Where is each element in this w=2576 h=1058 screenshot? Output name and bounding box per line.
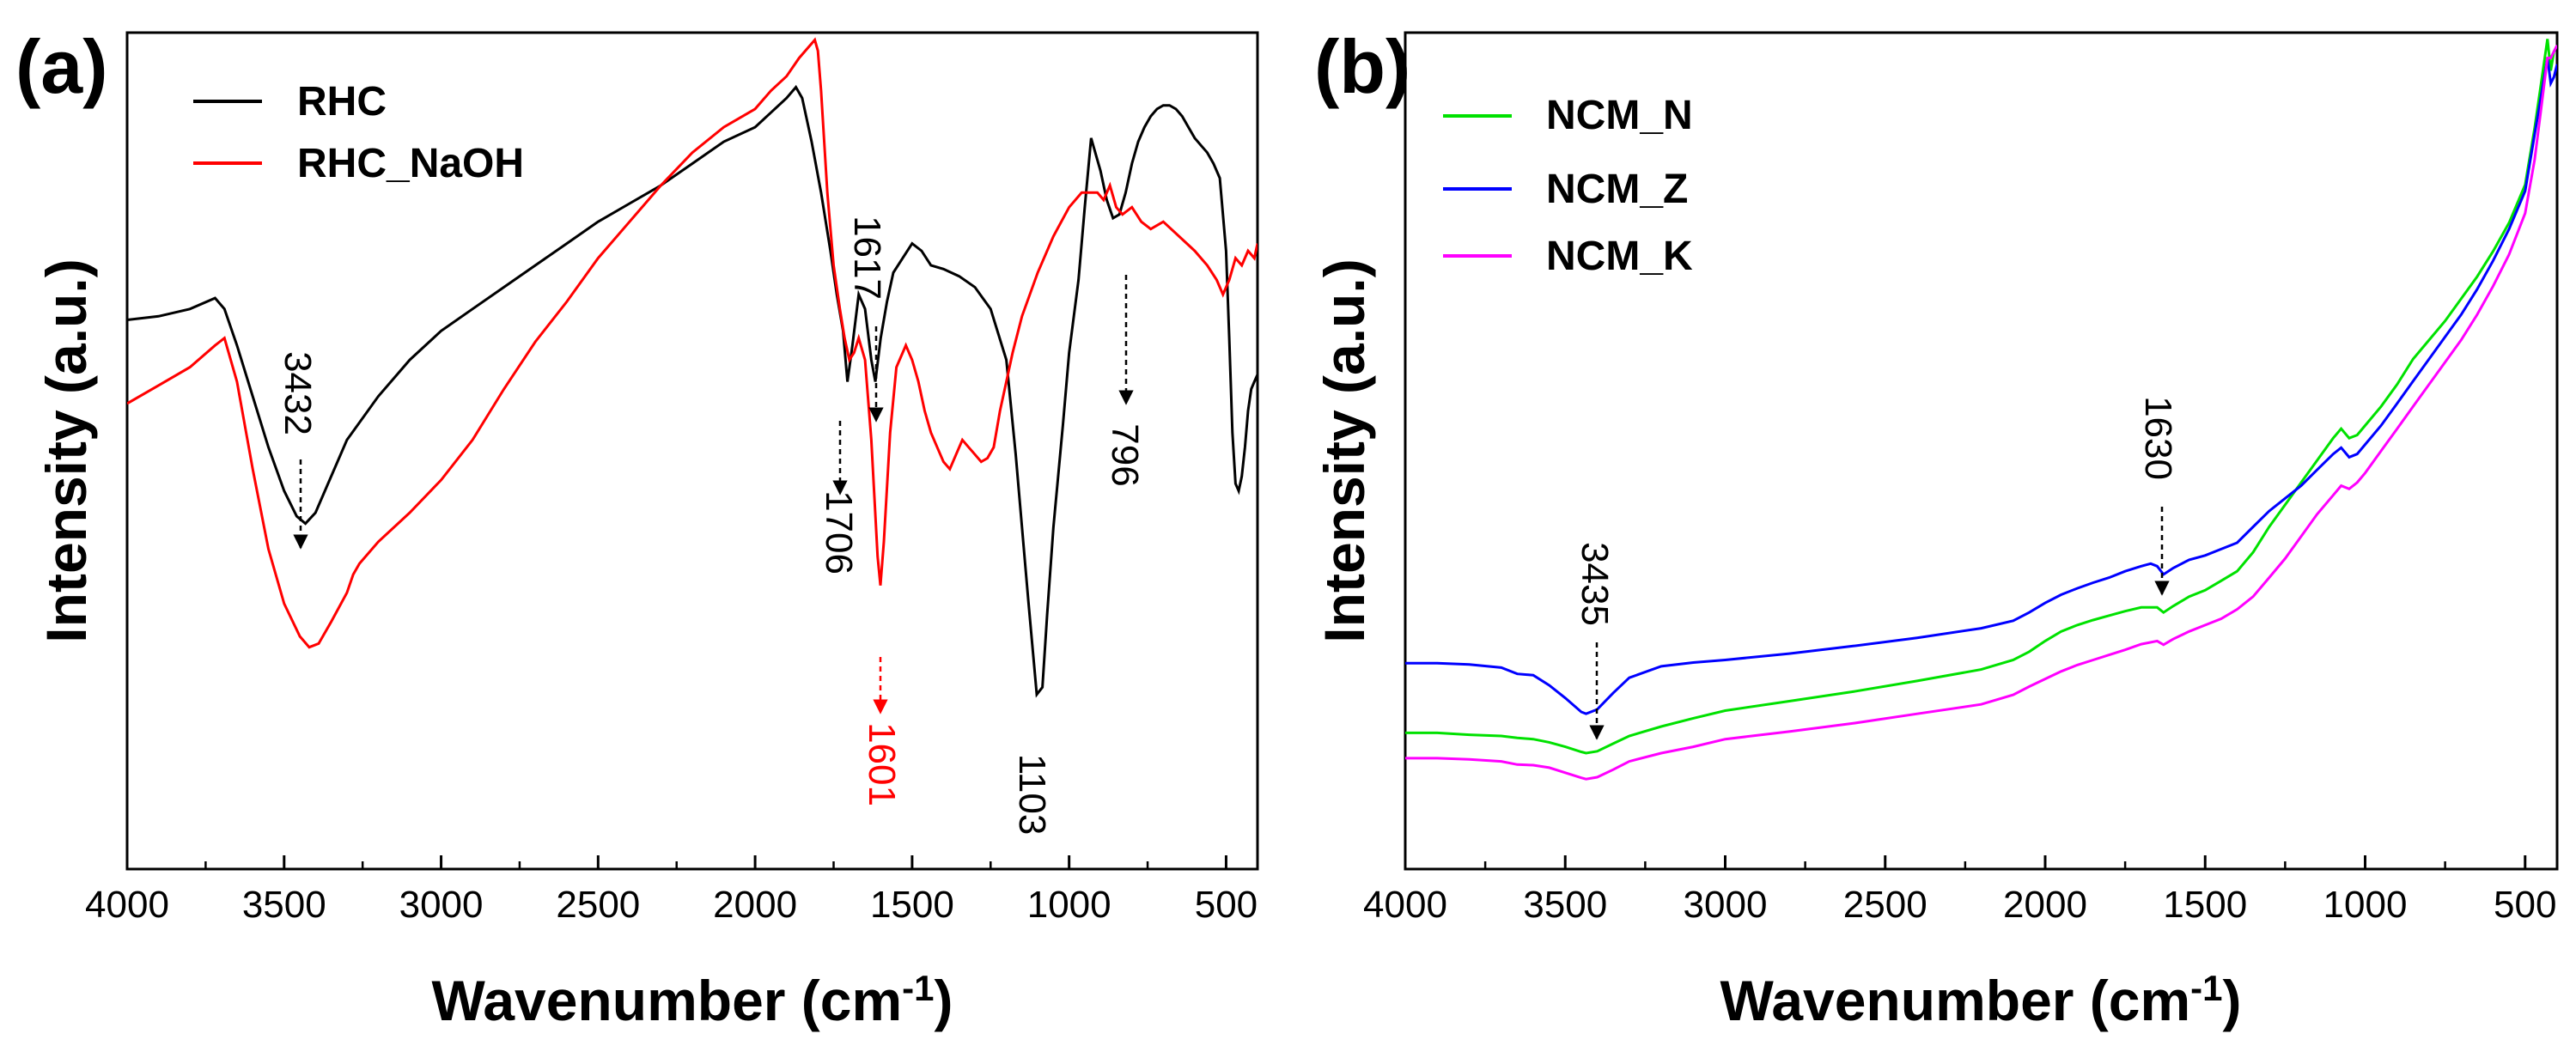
panel-b-x-axis-title: Wavenumber (cm-1) [1720,968,2241,1033]
panel-a-legend: RHC RHC_NaOH [193,79,524,186]
legend-label-ncm-k: NCM_K [1546,234,1693,279]
annotation-1617: 1617 [846,216,888,423]
annotation-1601-label: 1601 [861,722,903,806]
annotation-1617-label: 1617 [846,216,888,300]
panel-a-x-axis-title-sup: -1 [902,968,934,1008]
x-tick-label-2500: 2500 [556,884,640,926]
annotation-1706: 1706 [818,421,860,575]
panel-b: (b) 4000 3500 3000 2500 2000 1500 1000 500 Inte… [1312,24,2559,1033]
series-rhc-naoh-line [127,37,1258,649]
x-tick-label-500: 500 [1195,884,1258,926]
legend-label-rhc: RHC [297,79,387,125]
annotation-1630: 1630 [2137,396,2179,596]
panel-b-label: (b) [1314,24,1410,109]
series-ncm-k-line [1405,45,2557,781]
annotation-1601: 1601 [861,657,903,806]
panel-b-x-axis-title-sup: -1 [2190,968,2222,1008]
annotation-3432-label: 3432 [277,351,319,435]
x-tick-label-3000: 3000 [1684,884,1768,926]
series-ncm-z-line [1405,58,2557,715]
x-tick-label-1000: 1000 [2323,884,2408,926]
panel-a-y-axis-title: Intensity (a.u.) [34,258,98,642]
panel-b-x-ticks: 4000 3500 3000 2500 2000 1500 1000 500 [1363,855,2556,926]
panel-b-x-axis-title-main: Wavenumber (cm [1720,969,2190,1032]
x-tick-label-1000: 1000 [1027,884,1111,926]
annotation-1630-label: 1630 [2137,396,2179,480]
annotation-3435-label: 3435 [1574,542,1616,626]
series-ncm-n-line [1405,39,2557,755]
legend-label-ncm-z: NCM_Z [1546,167,1688,212]
panel-a-plot-frame [125,31,1259,871]
panel-b-x-axis-title-close: ) [2223,969,2242,1032]
panel-b-y-axis-title: Intensity (a.u.) [1312,258,1376,642]
panel-a: (a) 4000 3500 3000 2500 2000 1500 1000 500 Inte… [15,24,1259,1033]
panel-a-x-axis-title: Wavenumber (cm-1) [431,968,953,1033]
series-rhc-line [127,84,1258,698]
panel-a-x-axis-title-main: Wavenumber (cm [431,969,902,1032]
x-tick-label-3000: 3000 [399,884,484,926]
x-tick-label-1500: 1500 [870,884,954,926]
x-tick-label-4000: 4000 [85,884,169,926]
panel-b-plot-frame [1404,31,2559,871]
annotation-796: 796 [1104,275,1146,487]
legend-label-ncm-n: NCM_N [1546,93,1693,138]
x-tick-label-2000: 2000 [2003,884,2087,926]
panel-b-legend: NCM_N NCM_Z NCM_K [1443,93,1693,279]
annotation-1103-label: 1103 [1011,754,1053,836]
x-tick-label-3500: 3500 [1523,884,1607,926]
annotation-796-label: 796 [1104,423,1146,486]
annotation-1706-label: 1706 [818,490,860,575]
panel-a-x-ticks: 4000 3500 3000 2500 2000 1500 1000 500 [85,855,1258,926]
x-tick-label-500: 500 [2494,884,2556,926]
annotation-3432: 3432 [277,351,319,550]
legend-label-rhc-naoh: RHC_NaOH [297,141,524,186]
annotation-3435: 3435 [1574,542,1616,740]
annotation-1103: 1103 [1011,754,1053,836]
x-tick-label-2000: 2000 [713,884,797,926]
x-tick-label-1500: 1500 [2163,884,2247,926]
x-tick-label-3500: 3500 [242,884,326,926]
panel-a-x-axis-title-close: ) [935,969,953,1032]
x-tick-label-4000: 4000 [1363,884,1447,926]
panel-a-label: (a) [15,24,108,109]
x-tick-label-2500: 2500 [1843,884,1927,926]
